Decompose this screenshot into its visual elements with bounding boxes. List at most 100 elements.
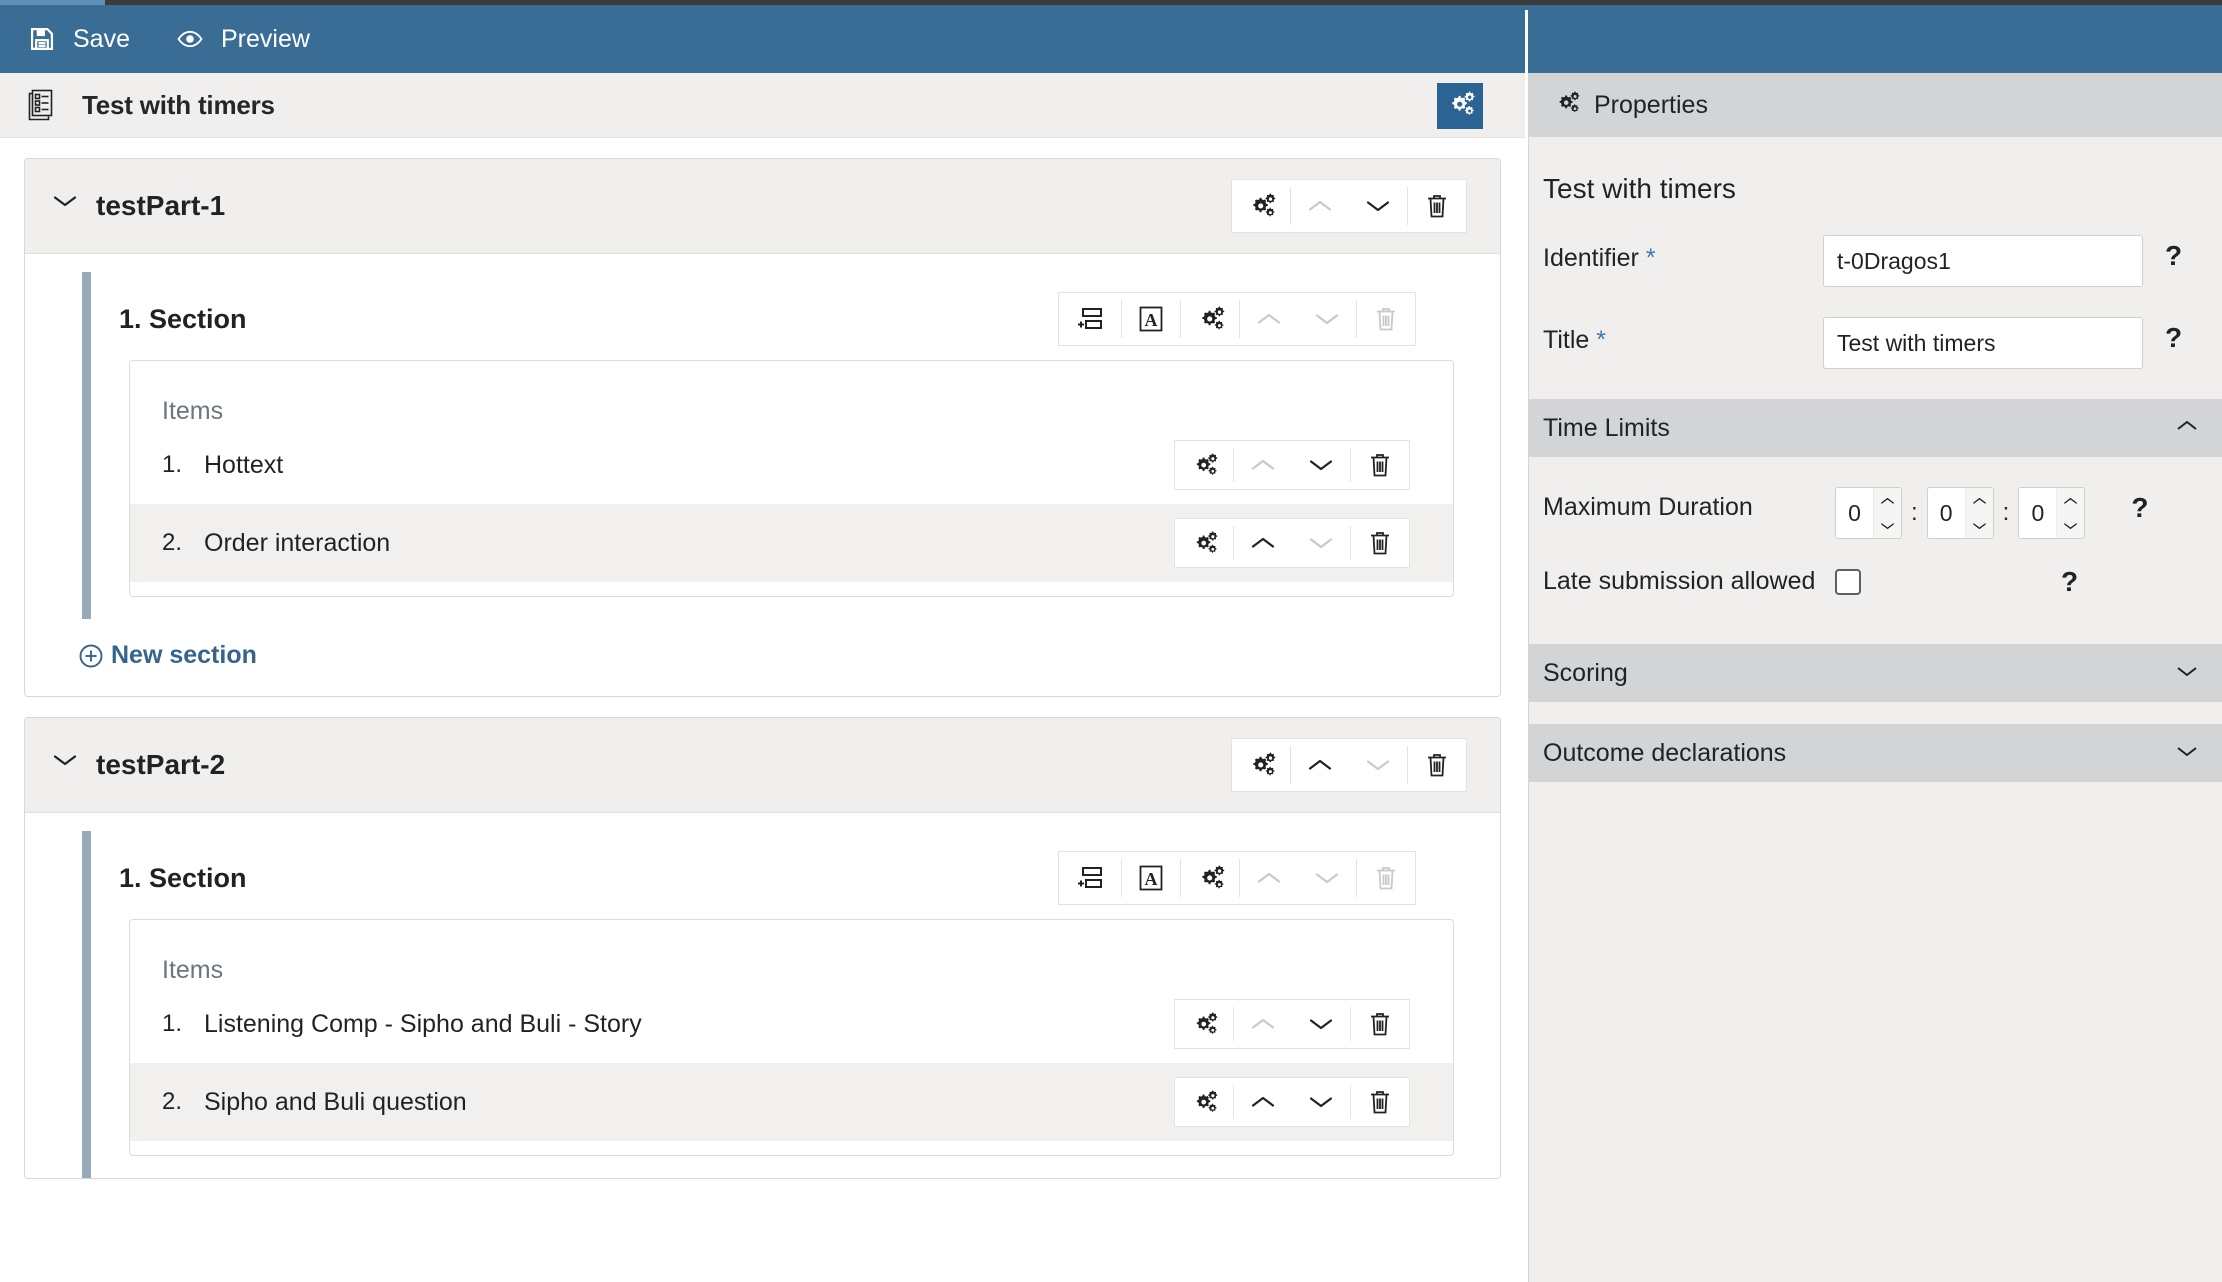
item-move-up-button[interactable] [1234,519,1292,567]
property-field-label: Title * [1543,326,1606,354]
section-settings-button[interactable] [1181,852,1239,904]
property-field-label: Identifier * [1543,244,1656,272]
toolbar-separator [1407,187,1408,225]
duration-stepper-1[interactable]: 0 [1926,487,1994,539]
late-submission-help-icon[interactable]: ? [2061,566,2079,597]
item-delete-button[interactable] [1351,519,1409,567]
item-settings-button[interactable] [1175,1000,1233,1048]
item-delete-button[interactable] [1351,1078,1409,1126]
chevron-up-icon [2176,419,2198,438]
eye-icon [176,25,204,53]
items-header-label: Items [162,397,224,425]
duration-stepper-0[interactable]: 0 [1835,487,1902,539]
cogs-icon [1445,91,1475,122]
accordion-outcome-declarations[interactable]: Outcome declarations [1529,724,2222,782]
item-toolbar[interactable] [1174,1077,1410,1127]
testpart-delete-button[interactable] [1408,739,1466,791]
testpart-toolbar[interactable] [1231,738,1467,792]
accordion-time-limits[interactable]: Time Limits [1529,399,2222,457]
item-row[interactable]: 1. Listening Comp - Sipho and Buli - Sto… [130,985,1453,1063]
chevron-down-icon [2176,664,2198,683]
late-submission-label: Late submission allowed [1543,567,1816,595]
item-move-down-button[interactable] [1292,1000,1350,1048]
duration-increment-0[interactable] [1874,488,1901,513]
testpart-settings-button[interactable] [1232,739,1290,791]
item-row[interactable]: 2. Sipho and Buli question [130,1063,1453,1141]
testpart-move-down-button[interactable] [1349,180,1407,232]
item-index: 2. [162,529,183,556]
section-rubric-button[interactable]: A [1122,293,1180,345]
testpart-block: testPart-2 1. Section A Items 1. Listeni… [24,717,1501,1179]
testpart-header[interactable]: testPart-2 [25,718,1500,813]
test-structure-canvas[interactable]: testPart-1 1. Section A Items 1. Hottext… [0,138,1525,1282]
title-input[interactable] [1823,317,2143,369]
item-row[interactable]: 2. Order interaction [130,504,1453,582]
duration-decrement-0[interactable] [1874,513,1901,538]
toolbar-separator [1233,448,1234,482]
testpart-move-up-button[interactable] [1291,739,1349,791]
duration-stepper-buttons-1[interactable] [1964,488,1993,538]
item-toolbar[interactable] [1174,999,1410,1049]
testpart-move-down-button [1349,739,1407,791]
item-move-down-button[interactable] [1292,441,1350,489]
chevron-down-icon[interactable] [52,752,78,778]
title-help-icon[interactable]: ? [2165,322,2183,353]
toolbar-separator [1239,859,1240,897]
accordion-scoring[interactable]: Scoring [1529,644,2222,702]
item-settings-button[interactable] [1175,1078,1233,1126]
new-section-button[interactable]: New section [78,641,1500,670]
toolbar-separator [1233,526,1234,560]
testpart-toolbar[interactable] [1231,179,1467,233]
late-submission-checkbox[interactable] [1835,569,1861,595]
section-add-item-button[interactable] [1059,852,1121,904]
max-duration-stepper-group[interactable]: 0 : 0 : 0 [1835,487,2086,539]
duration-decrement-1[interactable] [1966,513,1993,538]
duration-stepper-buttons-2[interactable] [2056,488,2085,538]
preview-button[interactable]: Preview [176,5,310,73]
item-row[interactable]: 1. Hottext [130,426,1453,504]
item-toolbar[interactable] [1174,440,1410,490]
duration-decrement-2[interactable] [2057,513,2084,538]
item-settings-button[interactable] [1175,519,1233,567]
property-field: Title * ? [1529,287,2222,369]
test-document-icon [27,88,57,122]
duration-value-0[interactable]: 0 [1836,488,1873,538]
max-duration-row: Maximum Duration 0 : 0 : 0 ? [1529,465,2222,539]
save-icon [28,25,56,53]
duration-separator: : [2002,499,2010,526]
testpart-delete-button[interactable] [1408,180,1466,232]
item-toolbar[interactable] [1174,518,1410,568]
save-button[interactable]: Save [28,5,130,73]
identifier-help-icon[interactable]: ? [2165,240,2183,271]
item-delete-button[interactable] [1351,1000,1409,1048]
duration-increment-2[interactable] [2057,488,2084,513]
duration-stepper-buttons-0[interactable] [1873,488,1901,538]
testpart-title: testPart-2 [96,749,226,780]
item-move-up-button[interactable] [1234,1078,1292,1126]
testpart-settings-button[interactable] [1232,180,1290,232]
max-duration-help-icon[interactable]: ? [2131,492,2149,523]
section-add-item-button[interactable] [1059,293,1121,345]
section-title: 1. Section [119,862,247,893]
section-settings-button[interactable] [1181,293,1239,345]
duration-value-2[interactable]: 0 [2019,488,2057,538]
section-toolbar[interactable]: A [1058,292,1416,346]
testpart-header[interactable]: testPart-1 [25,159,1500,254]
item-move-down-button[interactable] [1292,1078,1350,1126]
section-header: 1. Section A [91,847,1458,909]
item-index: 1. [162,451,183,478]
duration-increment-1[interactable] [1966,488,1993,513]
identifier-input[interactable] [1823,235,2143,287]
item-label: Sipho and Buli question [204,1087,467,1116]
section-rubric-button[interactable]: A [1122,852,1180,904]
chevron-down-icon[interactable] [52,193,78,219]
toolbar-separator [1233,1007,1234,1041]
section-toolbar[interactable]: A [1058,851,1416,905]
section-title: 1. Section [119,303,247,334]
test-settings-button[interactable] [1437,83,1483,129]
item-delete-button[interactable] [1351,441,1409,489]
duration-stepper-2[interactable]: 0 [2018,487,2086,539]
section-header: 1. Section A [91,288,1458,350]
item-settings-button[interactable] [1175,441,1233,489]
duration-value-1[interactable]: 0 [1927,488,1965,538]
